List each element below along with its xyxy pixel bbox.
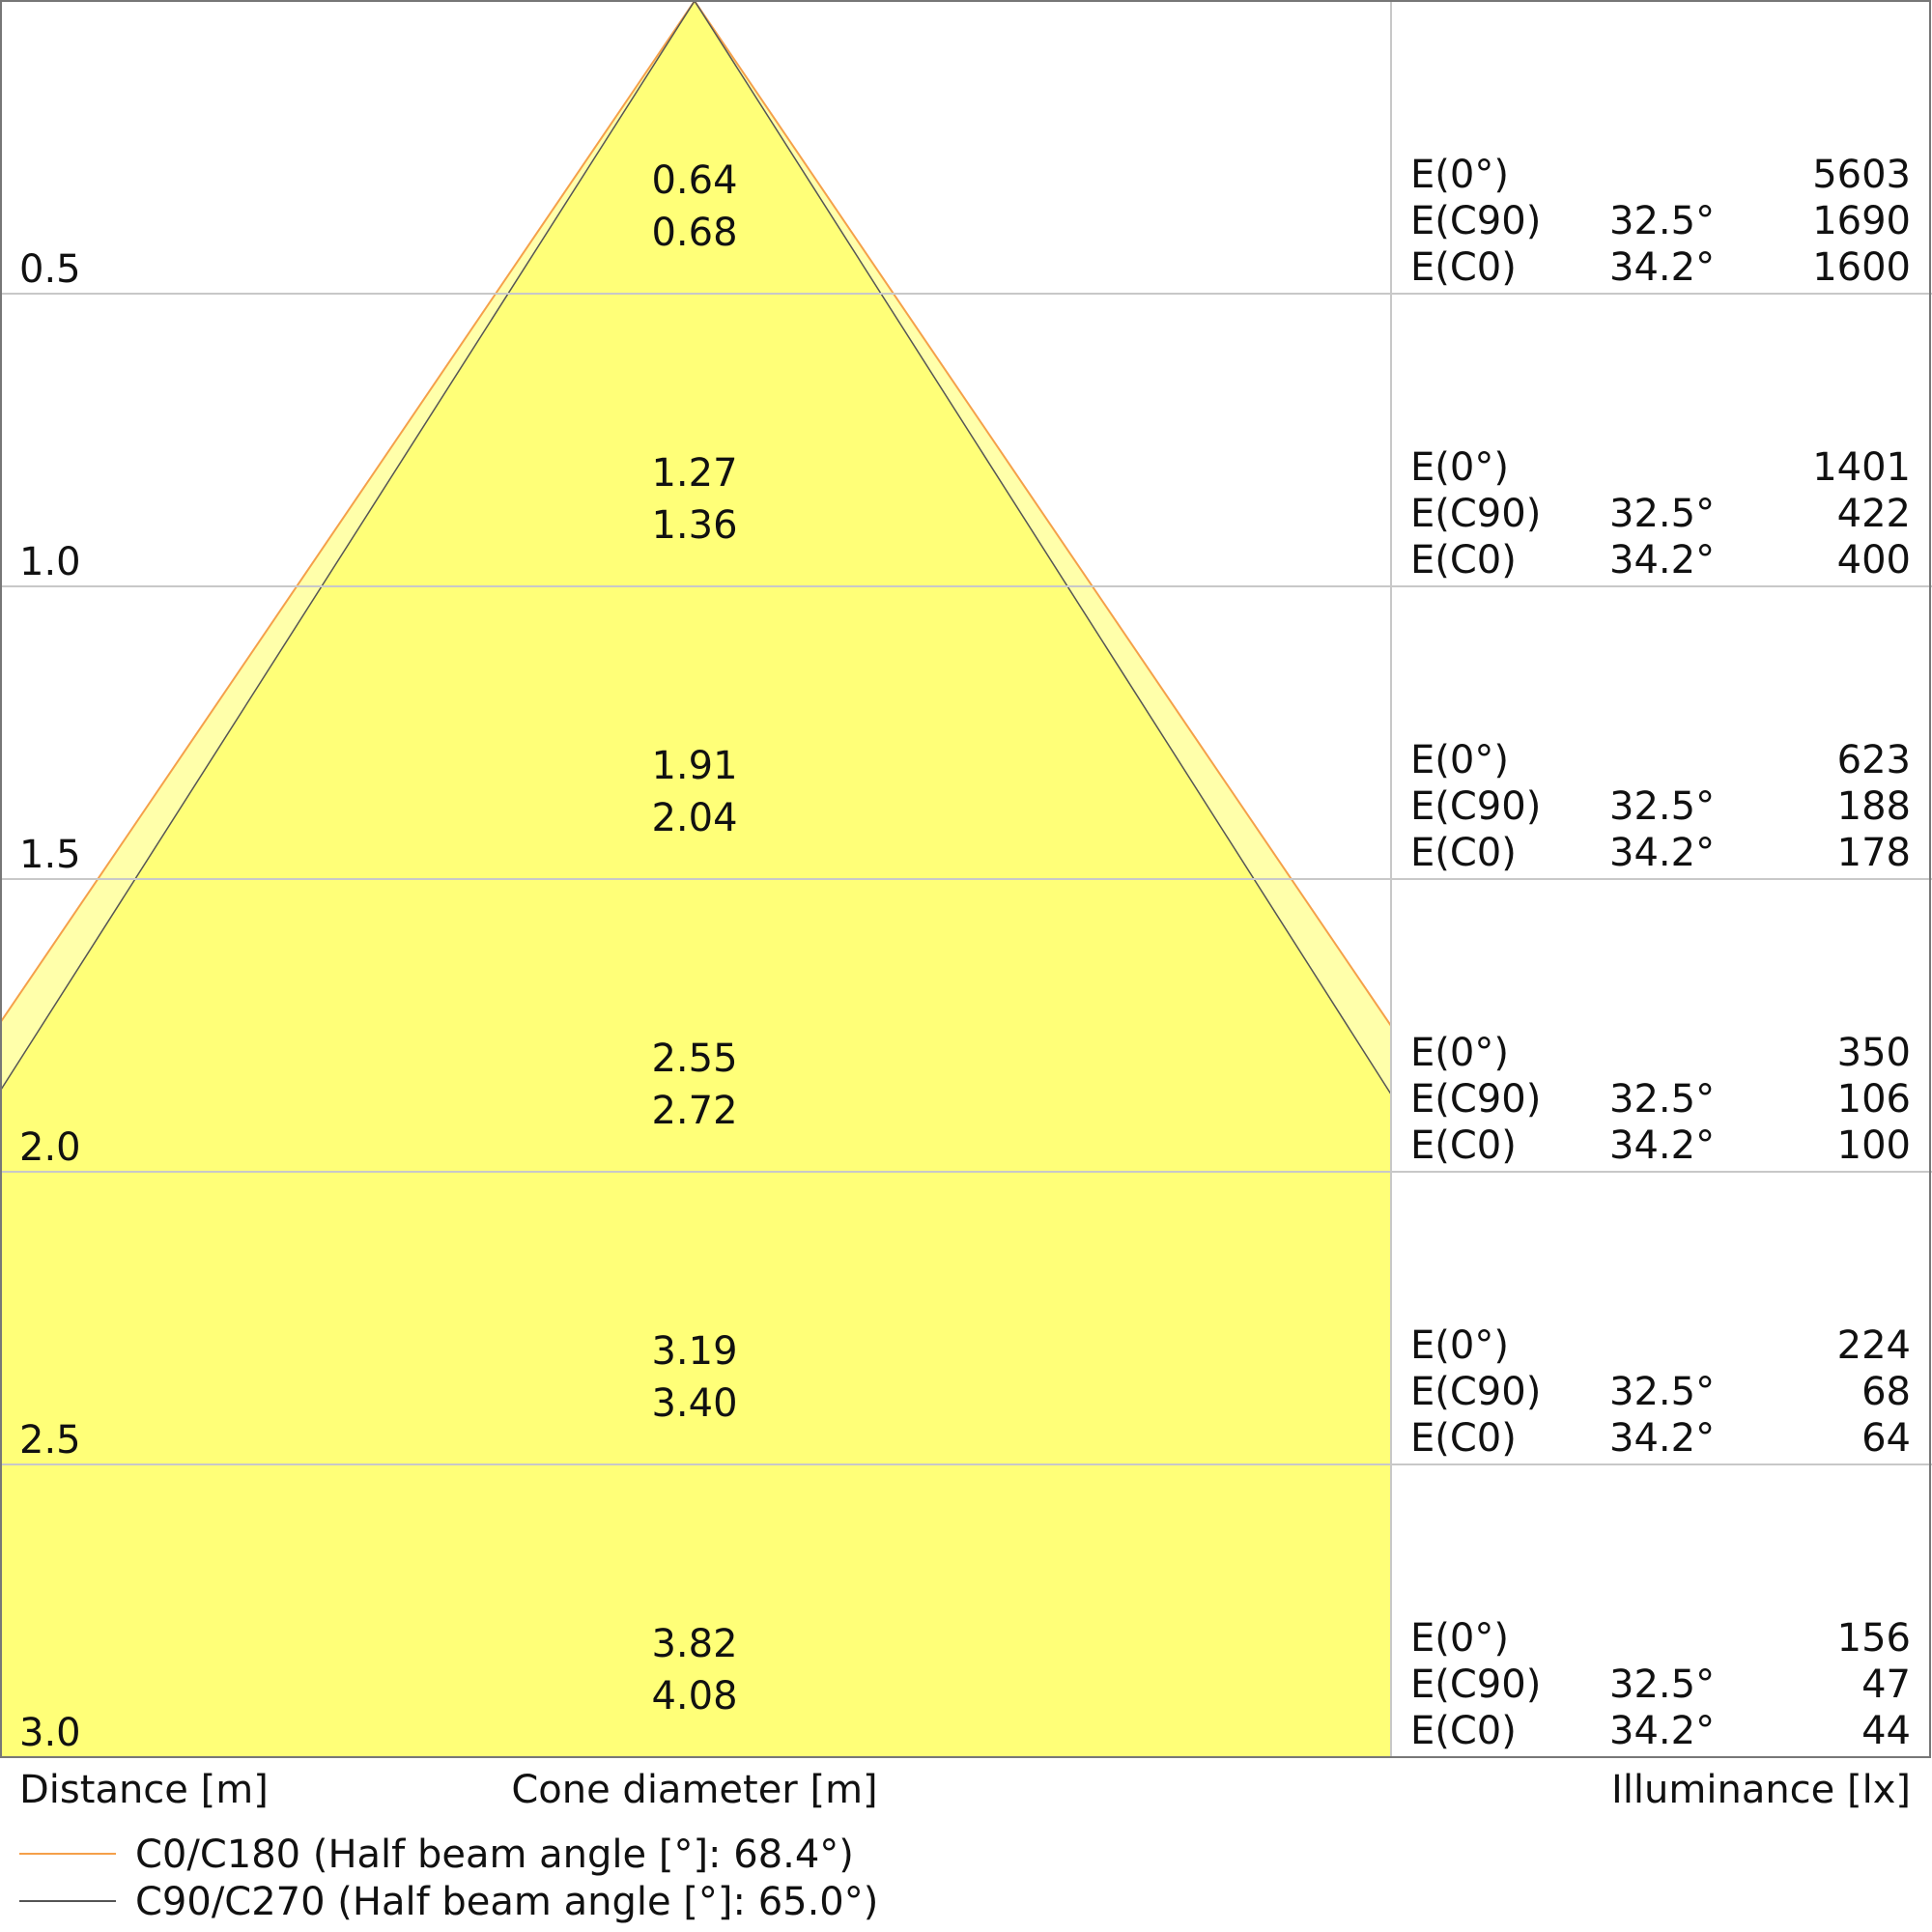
illuminance-ec90-value: 1690 — [1812, 199, 1911, 243]
distance-tick-label: 0.5 — [19, 247, 81, 292]
illuminance-ec90-label: E(C90) — [1410, 199, 1541, 243]
illuminance-ec0-value: 100 — [1837, 1123, 1911, 1168]
illuminance-ec0-label: E(C0) — [1410, 1123, 1517, 1168]
illuminance-ec90-label: E(C90) — [1410, 784, 1541, 829]
cone-diameter-c0-label: 2.04 — [651, 796, 737, 840]
illuminance-ec0-label: E(C0) — [1410, 1416, 1517, 1461]
illuminance-ec0-value: 44 — [1861, 1709, 1911, 1753]
illuminance-e0-value: 623 — [1837, 738, 1911, 782]
cone-diameter-c0-label: 3.40 — [651, 1381, 737, 1426]
illuminance-ec0-label: E(C0) — [1410, 831, 1517, 875]
illuminance-ec0-label: E(C0) — [1410, 538, 1517, 582]
illuminance-e0-value: 156 — [1837, 1616, 1911, 1661]
illuminance-ec0-angle: 34.2° — [1609, 1709, 1715, 1753]
illuminance-ec0-value: 1600 — [1812, 245, 1911, 290]
illuminance-ec90-value: 106 — [1837, 1077, 1911, 1122]
illuminance-e0-label: E(0°) — [1410, 1616, 1509, 1661]
cone-diameter-c90-label: 0.64 — [651, 158, 737, 203]
distance-tick-label: 1.5 — [19, 833, 81, 877]
illuminance-ec90-label: E(C90) — [1410, 1077, 1541, 1122]
illuminance-ec90-angle: 32.5° — [1609, 1077, 1715, 1122]
illuminance-ec0-angle: 34.2° — [1609, 1123, 1715, 1168]
cone-diameter-c0-label: 0.68 — [651, 211, 737, 255]
chart-frame — [0, 0, 1931, 1758]
illuminance-ec0-value: 400 — [1837, 538, 1911, 582]
legend-c0-label: C0/C180 (Half beam angle [°]: 68.4°) — [135, 1833, 854, 1877]
illuminance-ec0-label: E(C0) — [1410, 245, 1517, 290]
illuminance-e0-value: 5603 — [1812, 153, 1911, 197]
cone-diameter-c90-label: 3.82 — [651, 1622, 737, 1666]
distance-tick-label: 2.5 — [19, 1418, 81, 1463]
cone-diameter-c90-label: 1.91 — [651, 744, 737, 788]
illuminance-ec90-angle: 32.5° — [1609, 492, 1715, 536]
illuminance-e0-label: E(0°) — [1410, 153, 1509, 197]
illuminance-ec90-angle: 32.5° — [1609, 784, 1715, 829]
distance-tick-label: 3.0 — [19, 1711, 81, 1755]
illuminance-ec0-angle: 34.2° — [1609, 538, 1715, 582]
illuminance-ec90-value: 68 — [1861, 1370, 1911, 1414]
illuminance-ec90-value: 422 — [1837, 492, 1911, 536]
illuminance-ec0-angle: 34.2° — [1609, 245, 1715, 290]
illuminance-ec0-value: 178 — [1837, 831, 1911, 875]
x-label-distance: Distance [m] — [19, 1768, 269, 1812]
cone-diameter-c0-label: 1.36 — [651, 503, 737, 548]
illuminance-ec90-angle: 32.5° — [1609, 1662, 1715, 1707]
illuminance-ec90-label: E(C90) — [1410, 1662, 1541, 1707]
cone-diameter-c90-label: 1.27 — [651, 451, 737, 496]
cone-diameter-c0-label: 2.72 — [651, 1089, 737, 1133]
distance-tick-label: 1.0 — [19, 540, 81, 584]
illuminance-e0-value: 224 — [1837, 1323, 1911, 1368]
illuminance-e0-value: 350 — [1837, 1031, 1911, 1075]
x-label-cone-diameter: Cone diameter [m] — [511, 1768, 877, 1812]
x-label-illuminance: Illuminance [lx] — [1611, 1768, 1911, 1812]
illuminance-ec90-label: E(C90) — [1410, 1370, 1541, 1414]
illuminance-ec90-value: 188 — [1837, 784, 1911, 829]
distance-tick-label: 2.0 — [19, 1125, 81, 1170]
illuminance-e0-label: E(0°) — [1410, 1323, 1509, 1368]
illuminance-e0-label: E(0°) — [1410, 445, 1509, 490]
illuminance-ec0-label: E(C0) — [1410, 1709, 1517, 1753]
illuminance-e0-label: E(0°) — [1410, 1031, 1509, 1075]
illuminance-ec0-value: 64 — [1861, 1416, 1911, 1461]
illuminance-ec0-angle: 34.2° — [1609, 831, 1715, 875]
illuminance-ec90-angle: 32.5° — [1609, 199, 1715, 243]
cone-diameter-c90-label: 3.19 — [651, 1329, 737, 1374]
illuminance-ec90-angle: 32.5° — [1609, 1370, 1715, 1414]
illuminance-ec90-label: E(C90) — [1410, 492, 1541, 536]
cone-diameter-c0-label: 4.08 — [651, 1674, 737, 1719]
illuminance-e0-label: E(0°) — [1410, 738, 1509, 782]
legend-c90-label: C90/C270 (Half beam angle [°]: 65.0°) — [135, 1880, 878, 1924]
illuminance-e0-value: 1401 — [1812, 445, 1911, 490]
illuminance-ec90-value: 47 — [1861, 1662, 1911, 1707]
cone-diameter-c90-label: 2.55 — [651, 1037, 737, 1081]
illuminance-ec0-angle: 34.2° — [1609, 1416, 1715, 1461]
